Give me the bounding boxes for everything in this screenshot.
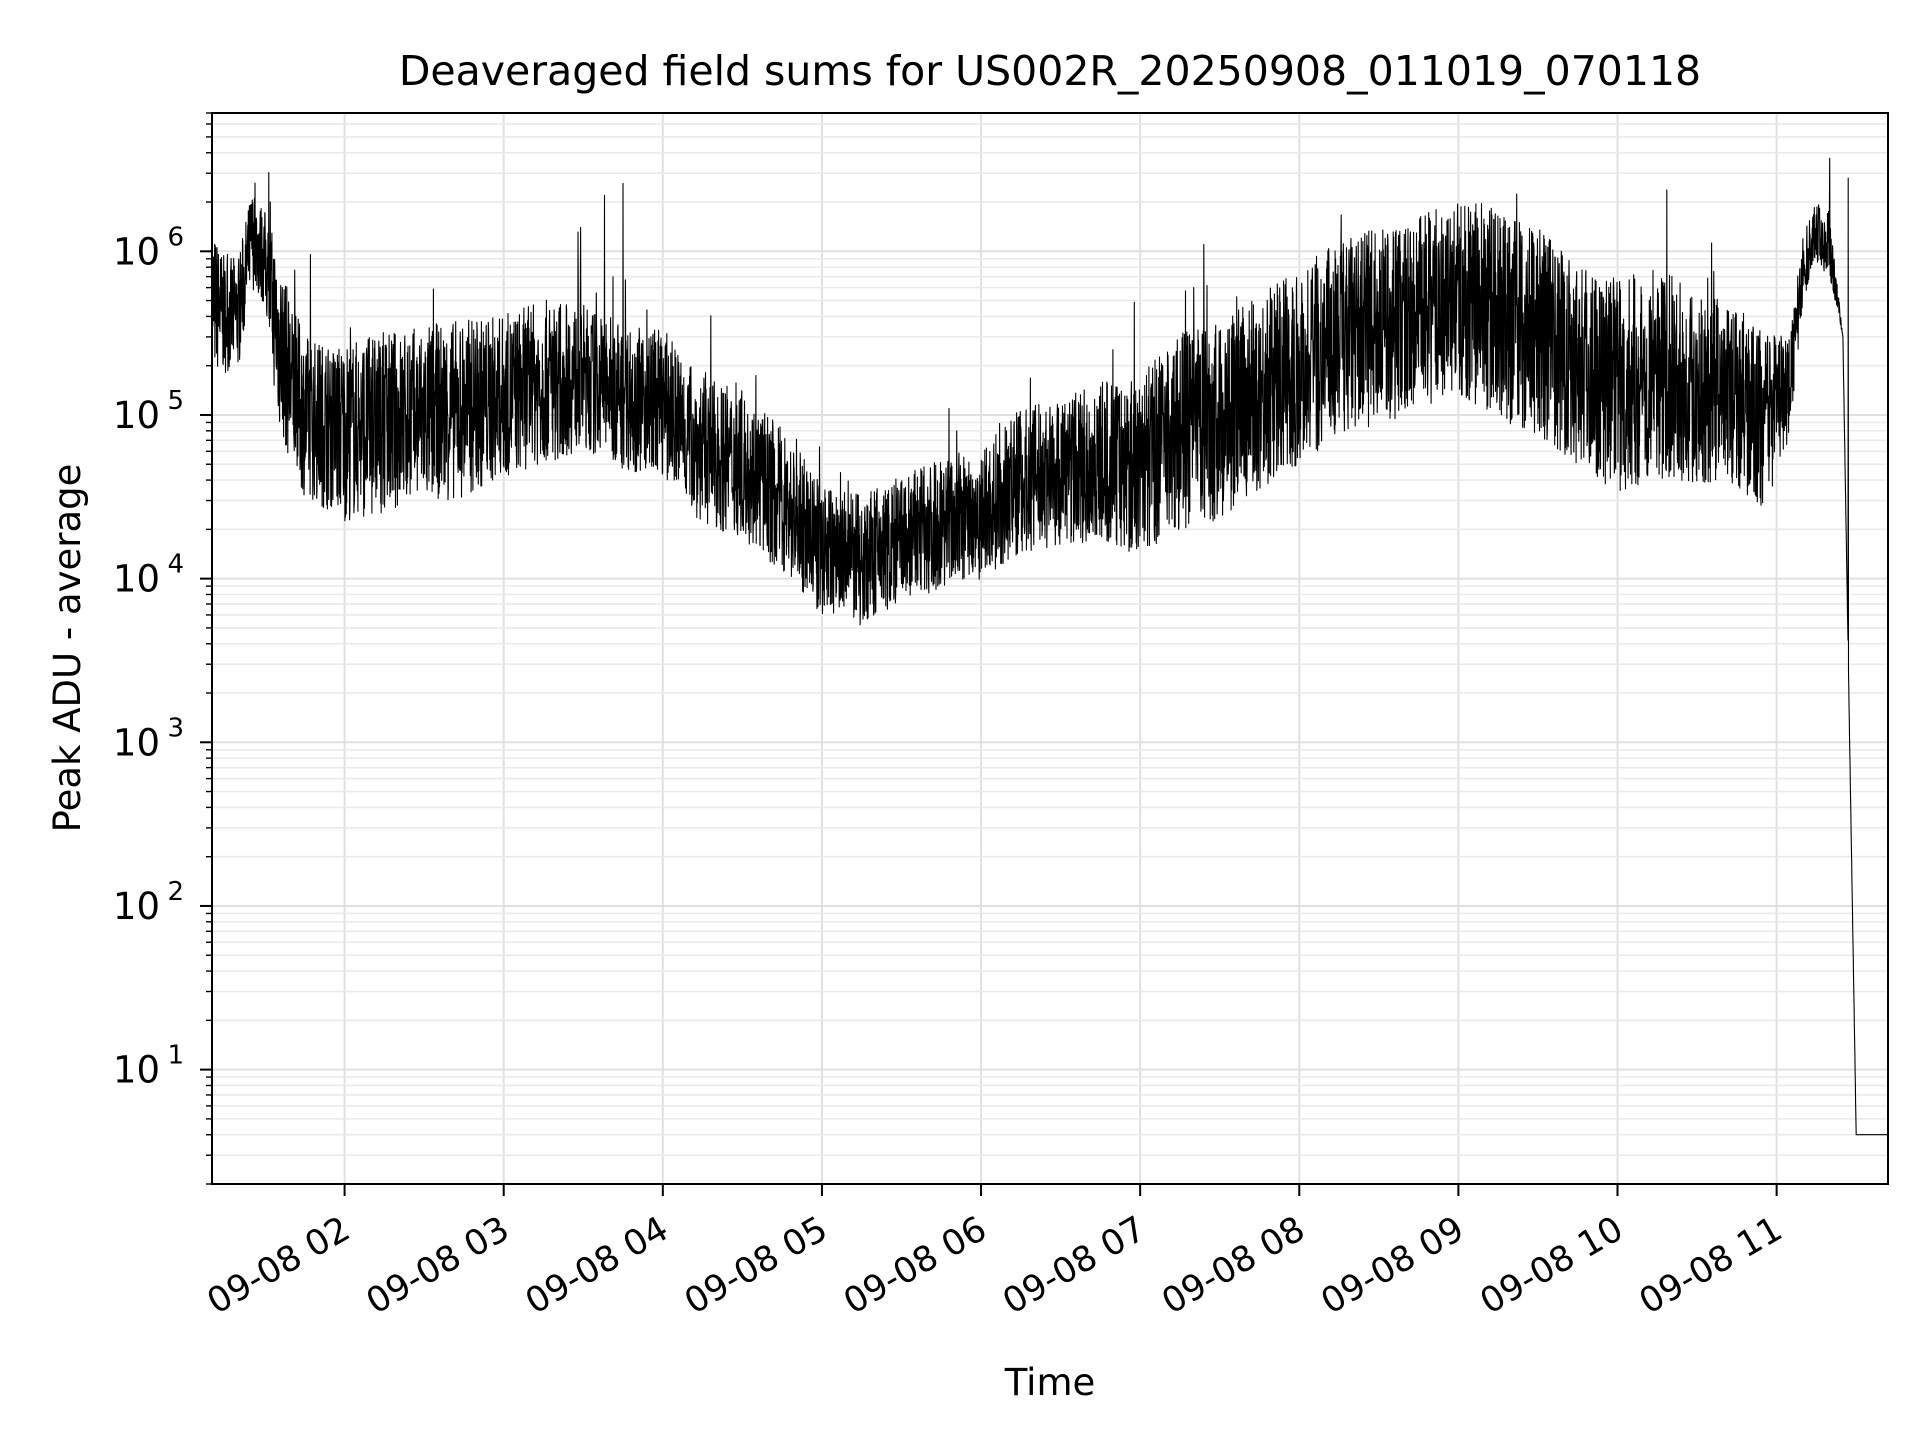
y-tick-exponent: 2	[167, 877, 184, 907]
chart-title: Deaveraged field sums for US002R_2025090…	[399, 47, 1701, 95]
y-tick-label: 10	[113, 1049, 160, 1092]
y-tick-base: 10	[113, 721, 160, 764]
y-tick-base: 10	[113, 558, 160, 601]
x-tick-label: 09-08 03	[360, 1209, 516, 1322]
y-tick-label: 10	[113, 721, 160, 764]
y-axis-label: Peak ADU - average	[46, 464, 89, 833]
y-tick-base: 10	[113, 230, 160, 273]
x-tick-label: 09-08 06	[837, 1209, 993, 1322]
grid	[212, 112, 1888, 1185]
y-tick-base: 10	[113, 885, 160, 928]
y-tick-base: 10	[113, 394, 160, 437]
x-tick-label: 09-08 11	[1633, 1209, 1789, 1322]
y-tick-label: 10	[113, 885, 160, 928]
plot-frame	[211, 112, 1889, 1185]
x-tick-label: 09-08 08	[1155, 1209, 1311, 1322]
y-tick-exponent: 5	[167, 386, 184, 416]
y-tick-exponent: 1	[167, 1041, 184, 1071]
y-tick-label: 10	[113, 558, 160, 601]
x-tick-label: 09-08 07	[996, 1209, 1152, 1322]
y-tick-exponent: 6	[167, 222, 184, 252]
y-tick-label: 10	[113, 230, 160, 273]
x-axis: 09-08 02 09-08 03 09-08 04 09-08 05 09-08 06…	[201, 1184, 1789, 1322]
y-tick-label: 10	[113, 394, 160, 437]
x-axis-label: Time	[1004, 1361, 1096, 1404]
y-tick-base: 10	[113, 1049, 160, 1092]
x-tick-label: 09-08 10	[1474, 1209, 1630, 1322]
x-tick-label: 09-08 04	[519, 1209, 675, 1322]
x-tick-label: 09-08 02	[201, 1209, 357, 1322]
series-line	[211, 157, 1889, 1136]
y-tick-exponent: 3	[167, 713, 184, 743]
x-tick-label: 09-08 09	[1315, 1209, 1471, 1322]
x-tick-label: 09-08 05	[678, 1209, 834, 1322]
y-tick-exponent: 4	[167, 550, 184, 580]
